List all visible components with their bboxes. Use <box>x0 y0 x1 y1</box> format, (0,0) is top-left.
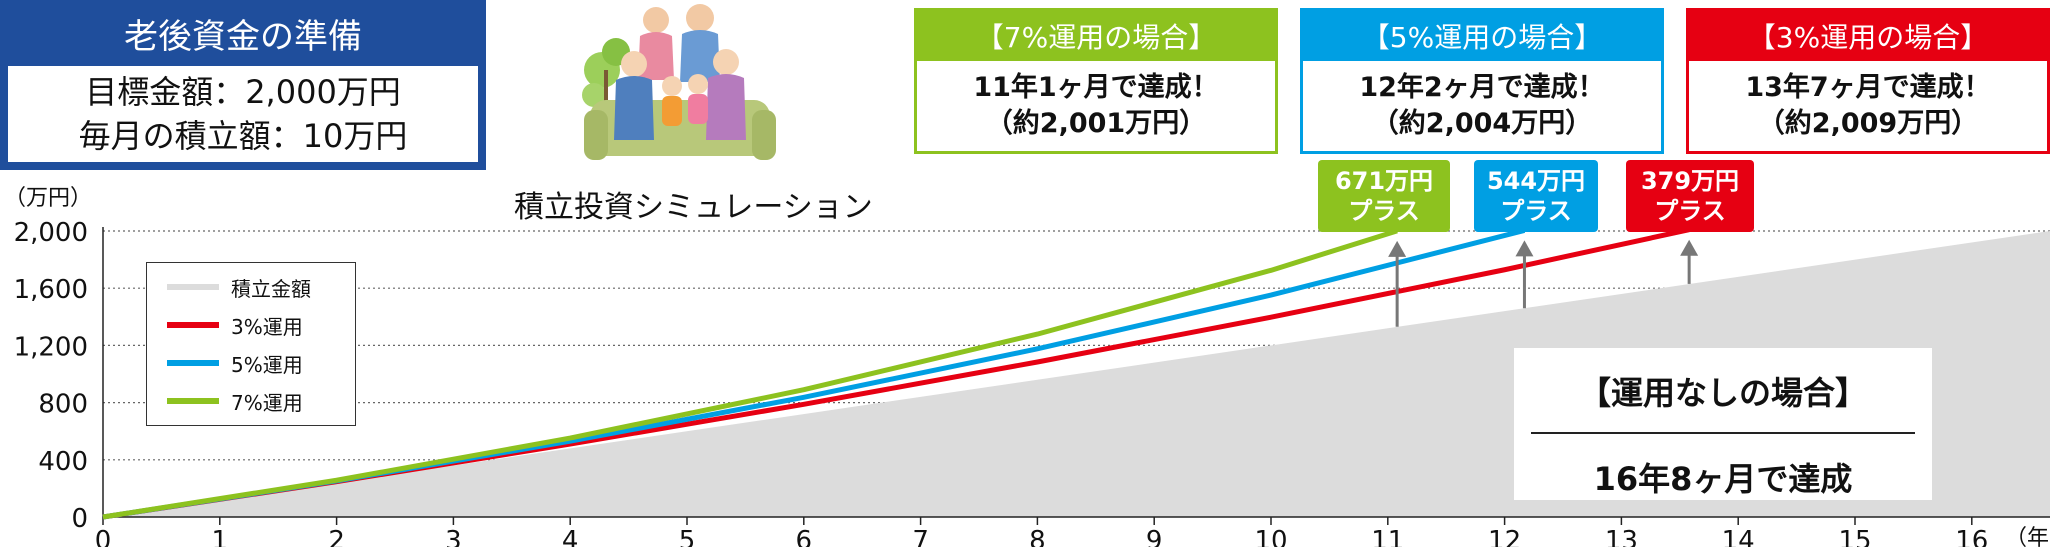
scenario-box-7pct: 【7%運用の場合】 11年1ヶ月で達成！ （約2,001万円） <box>914 8 1278 154</box>
y-tick-label: 800 <box>38 390 88 420</box>
legend-label: 5%運用 <box>231 352 303 377</box>
goal-title: 老後資金の準備 <box>124 16 362 57</box>
x-tick-label: 15 <box>1838 526 1871 547</box>
x-tick-label: 14 <box>1722 526 1755 547</box>
gain-arrow-head <box>1515 240 1534 257</box>
legend-label: 3%運用 <box>231 314 303 339</box>
gain-arrow-head <box>1680 239 1699 256</box>
x-tick-label: 4 <box>562 526 579 547</box>
plus-badge-label: プラス <box>1654 197 1726 225</box>
plus-badge-3pct: 379万円 プラス <box>1626 160 1754 232</box>
y-axis-unit-label: （万円） <box>4 186 93 211</box>
no-investment-title: 【運用なしの場合】 <box>1578 374 1867 412</box>
plus-badge-amount: 379万円 <box>1640 167 1740 195</box>
no-investment-result: 16年8ヶ月で達成 <box>1593 460 1853 498</box>
scenario-header-7pct: 【7%運用の場合】 <box>917 11 1275 61</box>
x-tick-label: 8 <box>1029 526 1046 547</box>
y-tick-label: 1,200 <box>14 332 88 362</box>
no-investment-box: 【運用なしの場合】 16年8ヶ月で達成 <box>1514 348 1932 500</box>
y-tick-label: 0 <box>71 504 88 534</box>
legend-swatch <box>167 322 219 328</box>
goal-monthly-amount: 毎月の積立額：10万円 <box>78 117 408 155</box>
legend-label: 積立金額 <box>231 276 311 301</box>
scenario-result-5pct: 12年2ヶ月で達成！ <box>1359 72 1605 103</box>
x-axis-unit-label: （年） <box>2005 526 2050 551</box>
no-investment-divider <box>1531 432 1915 434</box>
legend-swatch <box>167 360 219 366</box>
plus-badge-label: プラス <box>1500 197 1572 225</box>
x-tick-label: 12 <box>1488 526 1521 547</box>
scenario-amount-5pct: （約2,004万円） <box>1371 108 1593 139</box>
plus-badge-7pct: 671万円 プラス <box>1318 160 1450 232</box>
simulation-title: 積立投資シミュレーション <box>514 190 873 225</box>
scenario-result-3pct: 13年7ヶ月で達成！ <box>1745 72 1991 103</box>
legend-label: 7%運用 <box>231 390 303 415</box>
y-tick-label: 2,000 <box>14 218 88 248</box>
goal-target-amount: 目標金額：2,000万円 <box>85 73 401 111</box>
plus-badge-amount: 544万円 <box>1486 167 1586 195</box>
scenario-header-5pct: 【5%運用の場合】 <box>1303 11 1661 61</box>
scenario-box-3pct: 【3%運用の場合】 13年7ヶ月で達成！ （約2,009万円） <box>1686 8 2050 154</box>
scenario-amount-7pct: （約2,001万円） <box>985 108 1207 139</box>
chart-legend: 積立金額 3%運用 5%運用 7%運用 <box>146 262 356 426</box>
x-tick-label: 11 <box>1371 526 1404 547</box>
x-tick-label: 6 <box>796 526 813 547</box>
legend-item-contribution: 積立金額 <box>167 273 311 301</box>
x-tick-label: 10 <box>1254 526 1287 547</box>
series-line-7%運用 <box>102 228 1398 520</box>
goal-details: 目標金額：2,000万円 毎月の積立額：10万円 <box>8 66 478 162</box>
y-tick-label: 400 <box>38 447 88 477</box>
scenario-header-3pct: 【3%運用の場合】 <box>1689 11 2047 61</box>
x-tick-label: 2 <box>328 526 345 547</box>
x-tick-label: 5 <box>679 526 696 547</box>
x-tick-label: 0 <box>95 526 112 547</box>
legend-swatch <box>167 398 219 404</box>
scenario-amount-3pct: （約2,009万円） <box>1757 108 1979 139</box>
x-tick-label: 16 <box>1955 526 1988 547</box>
y-tick-label: 1,600 <box>14 275 88 305</box>
x-tick-label: 1 <box>212 526 229 547</box>
legend-item-5pct: 5%運用 <box>167 349 303 377</box>
plus-badge-label: プラス <box>1348 197 1420 225</box>
x-tick-label: 7 <box>912 526 929 547</box>
x-tick-label: 13 <box>1605 526 1638 547</box>
plus-badge-amount: 671万円 <box>1334 167 1434 195</box>
legend-item-3pct: 3%運用 <box>167 311 303 339</box>
plus-badge-5pct: 544万円 プラス <box>1474 160 1598 232</box>
family-illustration-icon <box>582 4 776 160</box>
x-tick-label: 3 <box>445 526 462 547</box>
scenario-box-5pct: 【5%運用の場合】 12年2ヶ月で達成！ （約2,004万円） <box>1300 8 1664 154</box>
gain-arrow-head <box>1388 240 1407 257</box>
x-tick-label: 9 <box>1146 526 1163 547</box>
legend-item-7pct: 7%運用 <box>167 387 303 415</box>
scenario-result-7pct: 11年1ヶ月で達成！ <box>973 72 1219 103</box>
legend-swatch <box>167 284 219 290</box>
